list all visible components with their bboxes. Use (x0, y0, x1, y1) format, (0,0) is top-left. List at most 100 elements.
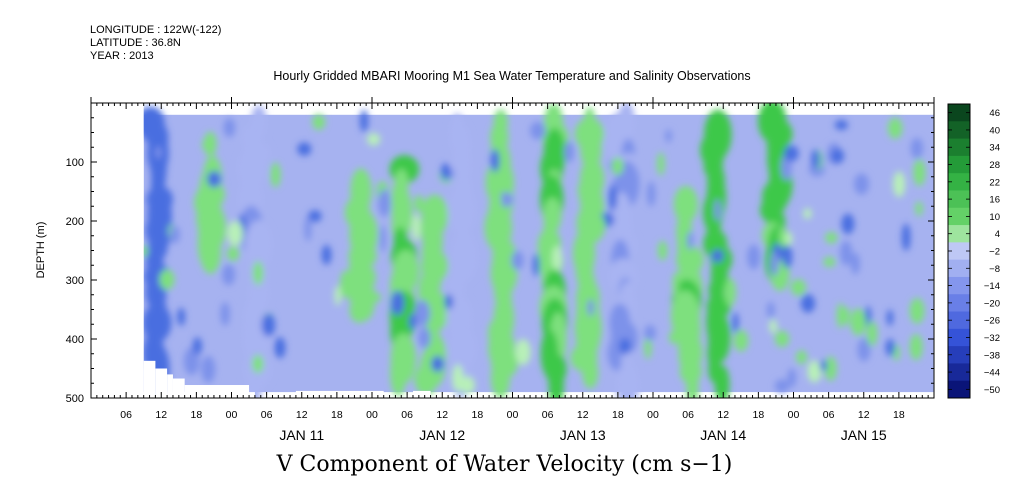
heatmap-cell (864, 305, 872, 327)
colorbar-segment (948, 328, 970, 347)
x-hour-label: 00 (647, 409, 659, 421)
heatmap-cell (774, 330, 790, 348)
heatmap-cell (714, 365, 730, 398)
heatmap-cell (811, 149, 820, 170)
heatmap-cell (378, 189, 391, 217)
heatmap-cell (584, 107, 595, 131)
heatmap-cell (297, 142, 312, 156)
colorbar-label: −32 (984, 333, 1000, 344)
heatmap-cell (349, 297, 370, 323)
heatmap-cell (511, 250, 524, 270)
heatmap-cell (684, 363, 696, 375)
heatmap-cell (222, 264, 236, 286)
colorbar-label: −50 (984, 385, 1000, 396)
x-axis-title: V Component of Water Velocity (cm s−1) (276, 452, 733, 477)
x-day-label: JAN 14 (700, 427, 746, 443)
heatmap-cell (901, 223, 911, 252)
heatmap-cell (460, 376, 475, 394)
heatmap-cell (414, 195, 424, 212)
heatmap-cell (203, 131, 217, 157)
heatmap-cell (261, 313, 276, 337)
heatmap-cell (803, 208, 812, 220)
colorbar-label: 28 (989, 160, 1000, 171)
longitude-label: LONGITUDE : 122W(-122) (90, 24, 222, 36)
colorbar-label: −20 (984, 298, 1000, 309)
heatmap-cell (866, 321, 878, 347)
chart-title: Hourly Gridded MBARI Mooring M1 Sea Wate… (273, 69, 750, 83)
heatmap-cell (823, 256, 836, 268)
heatmap-cell (886, 309, 894, 326)
x-hour-label: 18 (191, 409, 203, 421)
heatmap-cell (692, 338, 703, 366)
heatmap-cell (227, 220, 244, 246)
colorbar-label: 40 (989, 125, 1000, 136)
y-tick-label: 100 (66, 157, 84, 169)
x-day-label: JAN 11 (279, 427, 324, 443)
heatmap-cell (418, 327, 431, 349)
heatmap-cell (366, 133, 381, 146)
missing-data-mask (155, 368, 168, 398)
heatmap-cell (492, 190, 502, 217)
heatmap-cell (857, 337, 871, 362)
heatmap-cell (390, 290, 405, 316)
heatmap-cell (893, 171, 906, 198)
heatmap-cell (887, 117, 903, 139)
heatmap-cell (177, 307, 186, 326)
heatmap-cell (668, 330, 679, 345)
heatmap-cell (784, 231, 793, 247)
no-data-region (91, 103, 144, 398)
x-hour-label: 12 (577, 409, 589, 421)
heatmap-cell (548, 361, 564, 398)
heatmap-cell (154, 161, 162, 188)
x-hour-label: 06 (823, 409, 835, 421)
heatmap-cell (223, 118, 236, 138)
missing-data-mask (295, 390, 384, 398)
heatmap-cell (564, 141, 575, 163)
heatmap-cell (530, 121, 546, 140)
heatmap-cell (840, 240, 853, 266)
heatmap-cell (365, 292, 382, 303)
heatmap-cell (347, 267, 359, 284)
heatmap-cell (611, 157, 624, 176)
heatmap-cell (850, 308, 866, 336)
heatmap-cell (414, 300, 431, 327)
heatmap-cell (784, 145, 799, 162)
heatmap-cell (796, 350, 808, 365)
heatmap-cell (379, 224, 386, 253)
y-tick-label: 400 (66, 334, 84, 346)
heatmap-cell (830, 148, 845, 164)
year-label: YEAR : 2013 (90, 50, 154, 62)
missing-data-mask (167, 374, 173, 398)
x-hour-label: 12 (155, 409, 167, 421)
heatmap-cell (490, 359, 510, 398)
heatmap-cell (692, 303, 701, 317)
heatmap-cell (515, 338, 531, 366)
x-axis-ticks (90, 97, 935, 398)
heatmap-cell (274, 337, 286, 359)
heatmap-cell (312, 114, 326, 130)
x-hour-label: 06 (120, 409, 132, 421)
heatmap-cell (824, 356, 837, 381)
heatmap-cell (819, 360, 828, 372)
x-axis-hour-labels: 06 12 18 00 06 12 18 00 06 12 18 00 06 12 18 00 06 12 18 00… (120, 409, 905, 421)
heatmap-cell (390, 349, 407, 397)
colorbar-segment (948, 225, 970, 243)
colorbar-label: 10 (989, 212, 1000, 223)
x-hour-label: 06 (401, 409, 413, 421)
heatmap-cell (782, 244, 793, 269)
plot-metadata: LONGITUDE : 122W(-122) LATITUDE : 36.8N … (90, 24, 221, 63)
x-hour-label: 12 (436, 409, 448, 421)
heatmap-cell (414, 364, 438, 396)
heatmap-cell (787, 368, 797, 388)
x-hour-label: 18 (753, 409, 765, 421)
x-hour-label: 06 (261, 409, 273, 421)
colorbar-segment (948, 294, 970, 313)
heatmap-cell (913, 159, 926, 187)
heatmap-cell (220, 302, 230, 326)
heatmap-cell (308, 210, 322, 223)
x-hour-label: 18 (612, 409, 624, 421)
heatmap-cell (714, 199, 721, 222)
y-tick-label: 200 (66, 216, 84, 228)
heatmap-cell (732, 312, 739, 334)
